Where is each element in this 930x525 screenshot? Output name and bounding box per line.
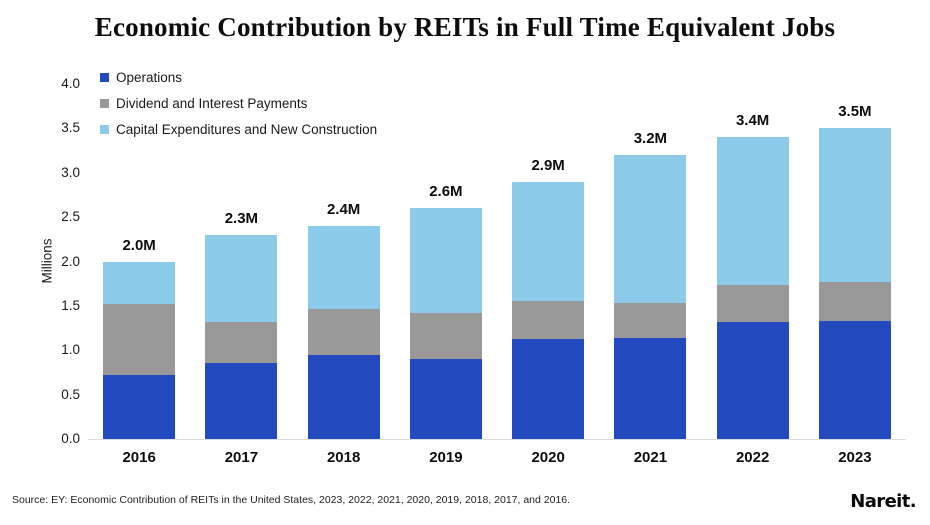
bar-total-label: 2.9M [531, 156, 565, 174]
bar-total-label: 2.6M [429, 183, 463, 201]
bar-segment-dividend-and-interest-payments [512, 301, 585, 339]
bar-stack [409, 208, 482, 439]
bar-total-label: 2.0M [122, 236, 156, 254]
y-tick-label: 1.0 [61, 342, 80, 358]
x-axis-label: 2018 [326, 449, 361, 466]
legend-item-operations: Operations [100, 70, 377, 85]
bar-segment-dividend-and-interest-payments [103, 304, 176, 376]
legend-label: Operations [116, 70, 183, 85]
bar-segment-operations [716, 321, 789, 439]
legend-swatch-icon [100, 73, 109, 82]
x-axis-label: 2017 [224, 449, 259, 466]
x-axis-label: 2022 [735, 449, 770, 466]
y-tick-label: 0.0 [61, 431, 80, 446]
bar-segment-dividend-and-interest-payments [614, 303, 687, 338]
bar-stack [205, 234, 278, 439]
y-tick-label: 4.0 [61, 76, 80, 91]
bar-segment-capital-expenditures-and-new-construction [103, 261, 176, 305]
bar-segment-dividend-and-interest-payments [409, 312, 482, 360]
y-tick-label: 3.5 [61, 120, 80, 136]
bar-stack [716, 137, 789, 439]
x-axis-label: 2021 [633, 449, 668, 466]
plot-area: 2.0M 2.3M 2.4M 2.6M 2.9M 3.2M 3.4M 3.5M [88, 84, 906, 440]
bar-segment-capital-expenditures-and-new-construction [716, 137, 789, 285]
x-axis-label: 2023 [838, 449, 872, 466]
bar-stack [614, 155, 687, 439]
legend-swatch-icon [100, 99, 109, 108]
bar-segment-operations [307, 354, 380, 439]
bar-segment-dividend-and-interest-payments [307, 309, 380, 355]
x-axis-label: 2016 [122, 449, 156, 466]
y-tick-label: 1.5 [61, 297, 80, 313]
bar-segment-operations [205, 362, 278, 439]
bar-column-2018: 2.4M [293, 84, 395, 439]
y-tick-label: 0.5 [61, 386, 80, 402]
bars-row: 2.0M 2.3M 2.4M 2.6M 2.9M 3.2M 3.4M 3.5M [88, 84, 906, 439]
x-axis-label: 2019 [429, 449, 463, 466]
bar-column-2023: 3.5M [804, 84, 906, 439]
bar-segment-capital-expenditures-and-new-construction [818, 128, 891, 282]
bar-stack [818, 128, 891, 439]
bar-segment-dividend-and-interest-payments [205, 321, 278, 363]
legend: Operations Dividend and Interest Payments… [100, 70, 377, 148]
bar-segment-operations [103, 375, 176, 439]
bar-segment-operations [818, 320, 891, 439]
bar-column-2017: 2.3M [190, 84, 292, 439]
bar-column-2016: 2.0M [88, 84, 190, 439]
chart-title: Economic Contribution by REITs in Full T… [94, 12, 836, 42]
bar-column-2020: 2.9M [497, 84, 599, 439]
y-tick-label: 2.5 [61, 209, 80, 225]
bar-segment-operations [512, 338, 585, 439]
legend-swatch-icon [100, 125, 109, 134]
y-tick-label: 2.0 [61, 253, 80, 269]
bar-segment-dividend-and-interest-payments [818, 281, 891, 321]
x-axis-label: 2020 [531, 449, 565, 466]
legend-label: Capital Expenditures and New Constructio… [116, 122, 378, 137]
legend-item-dividend-and-interest-payments: Dividend and Interest Payments [100, 96, 377, 111]
source-text: Source: EY: Economic Contribution of REI… [12, 494, 571, 506]
bar-segment-operations [409, 359, 482, 439]
nareit-logo: Nareit. [850, 491, 916, 512]
bar-segment-dividend-and-interest-payments [716, 284, 789, 322]
bar-segment-capital-expenditures-and-new-construction [409, 208, 482, 313]
y-tick-label: 3.0 [61, 164, 80, 180]
bar-segment-capital-expenditures-and-new-construction [614, 155, 687, 304]
x-axis-row: 2016 2017 2018 2019 2020 2021 2022 2023 [88, 449, 906, 466]
legend-label: Dividend and Interest Payments [116, 96, 308, 111]
bar-stack [103, 261, 176, 439]
bar-total-label: 3.5M [838, 103, 872, 121]
bar-stack [307, 226, 380, 439]
bar-stack [512, 181, 585, 439]
bar-segment-capital-expenditures-and-new-construction [307, 226, 380, 310]
bar-total-label: 2.4M [326, 201, 361, 219]
bar-column-2022: 3.4M [702, 84, 804, 439]
bar-segment-capital-expenditures-and-new-construction [205, 234, 278, 322]
bar-segment-operations [614, 337, 687, 439]
bar-total-label: 3.2M [633, 130, 668, 148]
bar-total-label: 3.4M [735, 112, 770, 130]
bar-total-label: 2.3M [224, 209, 259, 227]
legend-item-capital-expenditures-and-new-construction: Capital Expenditures and New Constructio… [100, 122, 377, 137]
bar-column-2019: 2.6M [395, 84, 497, 439]
bar-segment-capital-expenditures-and-new-construction [512, 181, 585, 302]
bar-column-2021: 3.2M [599, 84, 701, 439]
